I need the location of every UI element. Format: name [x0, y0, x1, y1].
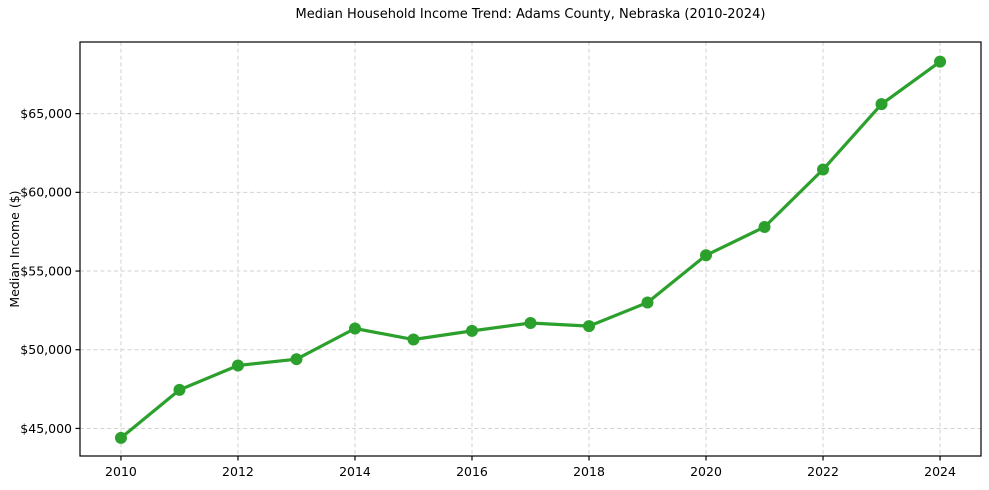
data-point-2024 — [934, 55, 947, 68]
data-point-2020 — [700, 249, 713, 262]
x-tick-label: 2022 — [807, 464, 839, 479]
x-tick-label: 2020 — [690, 464, 722, 479]
y-tick-label: $55,000 — [20, 263, 72, 278]
x-tick-label: 2018 — [573, 464, 605, 479]
data-point-2018 — [583, 320, 596, 333]
data-point-2010 — [114, 431, 127, 444]
data-point-2019 — [641, 296, 654, 309]
y-tick-label: $65,000 — [20, 106, 72, 121]
x-tick-label: 2010 — [105, 464, 137, 479]
x-tick-label: 2016 — [456, 464, 488, 479]
data-point-2013 — [290, 353, 303, 366]
data-point-2014 — [348, 322, 361, 335]
x-tick-label: 2012 — [222, 464, 254, 479]
x-tick-label: 2024 — [924, 464, 956, 479]
data-point-2015 — [407, 333, 420, 346]
y-tick-label: $45,000 — [20, 421, 72, 436]
data-point-2011 — [173, 383, 186, 396]
data-point-2022 — [817, 163, 830, 176]
income-trend-line — [119, 60, 942, 440]
data-point-2012 — [231, 359, 244, 372]
plot-border — [79, 41, 982, 457]
y-tick-label: $60,000 — [20, 185, 72, 200]
y-tick-label: $50,000 — [20, 342, 72, 357]
data-point-2016 — [465, 324, 478, 337]
x-tick-label: 2014 — [339, 464, 371, 479]
data-point-2021 — [758, 220, 771, 233]
data-point-2017 — [524, 316, 537, 329]
data-point-2023 — [875, 98, 888, 111]
chart-title: Median Household Income Trend: Adams Cou… — [295, 7, 766, 22]
